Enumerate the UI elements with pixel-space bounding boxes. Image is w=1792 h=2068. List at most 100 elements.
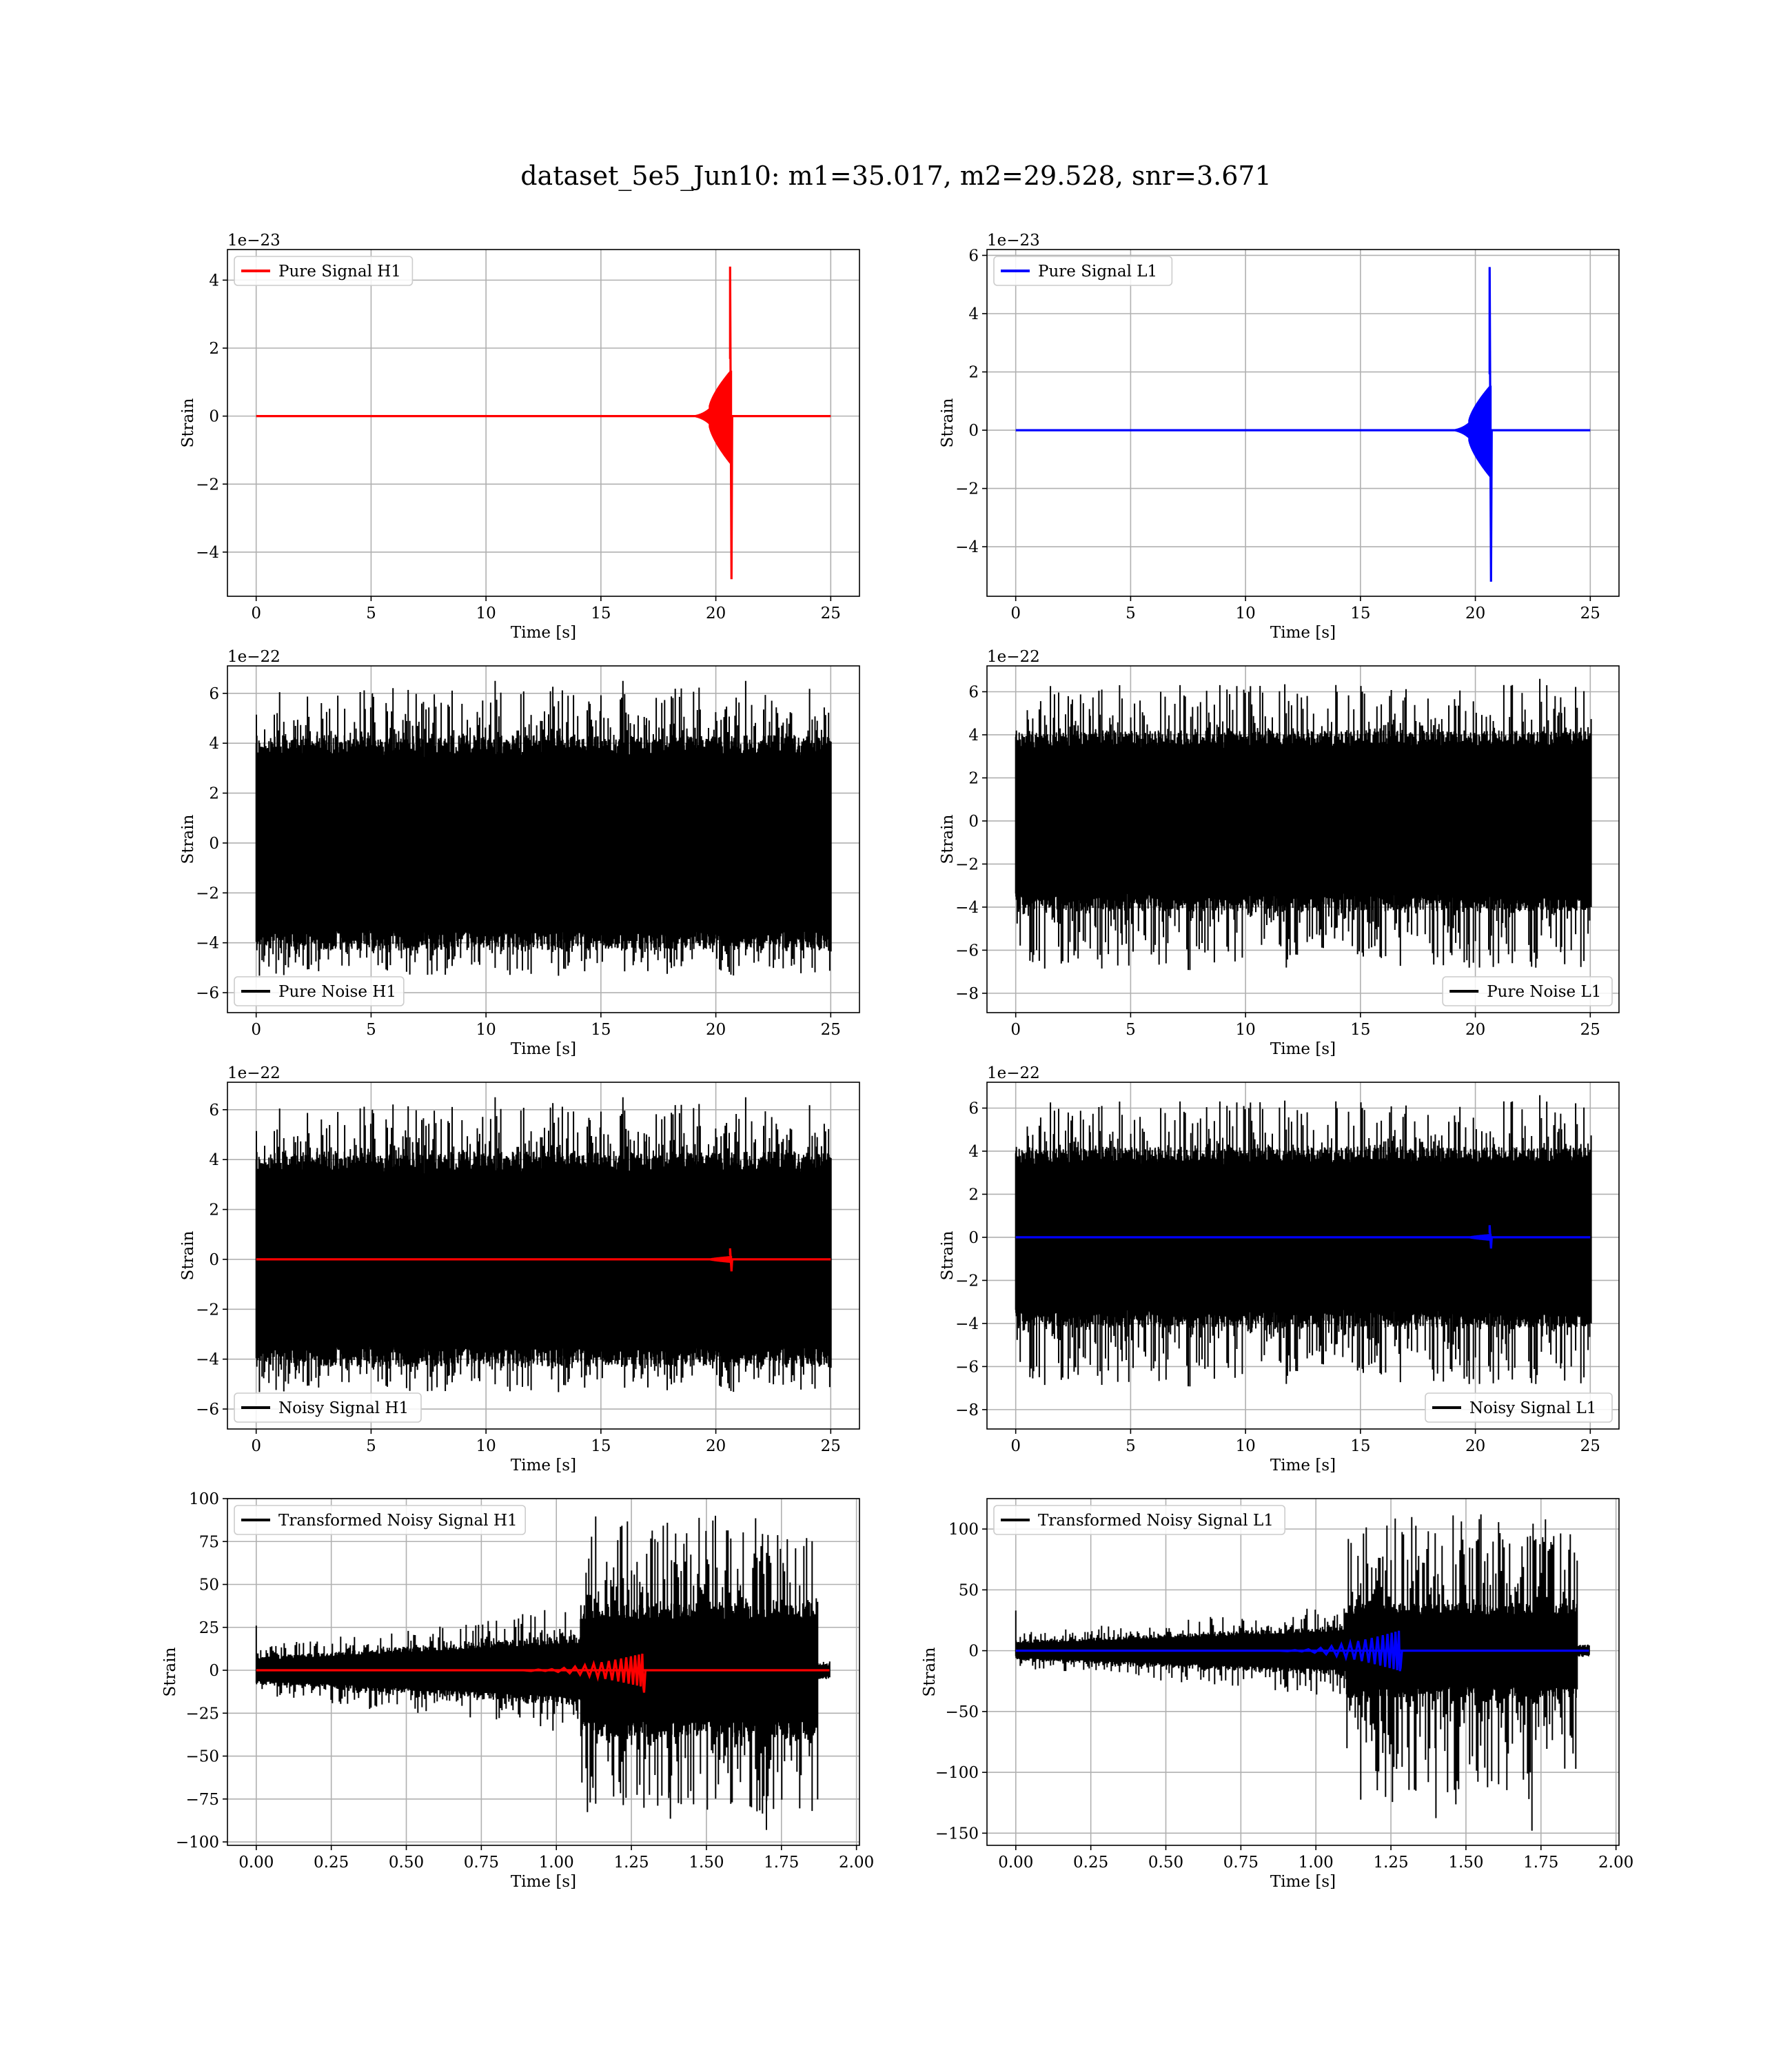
pure-noise-l1-series-0 — [1015, 678, 1592, 971]
pure-noise-h1-legend: Pure Noise H1 — [234, 976, 405, 1006]
noisy-signal-h1-panel: 0 5 10 15 20 25 −6 −4 −2 0 2 4 6 Time [s] Strain 1e−22 N… — [179, 1064, 860, 1474]
transformed-noisy-signal-l1-xtick-label-1: 0.25 — [1073, 1854, 1108, 1872]
pure-noise-h1-xtick-label-4: 20 — [706, 1021, 726, 1039]
pure-noise-l1-ytick-label-3: −2 — [955, 855, 979, 873]
noisy-signal-l1-ytick-label-5: 2 — [968, 1186, 979, 1204]
noisy-signal-h1-ytick-label-1: −4 — [196, 1351, 219, 1369]
pure-noise-l1-frame — [986, 665, 1620, 1013]
pure-noise-h1-legend-label: Pure Noise H1 — [278, 983, 396, 1001]
noisy-signal-h1-xlabel: Time [s] — [511, 1457, 576, 1474]
pure-noise-h1-xtick-label-1: 5 — [366, 1021, 376, 1039]
pure-signal-h1-frame — [227, 249, 860, 597]
pure-signal-h1-ytick-label-4: 4 — [209, 272, 219, 290]
transformed-noisy-signal-h1-panel: 0.00 0.25 0.50 0.75 1.00 1.25 1.50 1.75 2.00 −100… — [161, 1490, 874, 1891]
transformed-noisy-signal-h1-xtick-label-0: 0.00 — [238, 1854, 274, 1872]
noisy-signal-l1-xtick-label-2: 10 — [1235, 1437, 1255, 1455]
transformed-noisy-signal-h1-ylabel: Strain — [161, 1647, 179, 1696]
pure-signal-h1-series-0 — [256, 266, 831, 580]
noisy-signal-l1-xtick-label-5: 25 — [1580, 1437, 1600, 1455]
pure-noise-l1-ytick-label-7: 6 — [968, 683, 979, 701]
transformed-noisy-signal-h1-ytick-label-3: −25 — [185, 1705, 219, 1723]
pure-noise-h1-offset-text: 1e−22 — [227, 648, 281, 666]
pure-noise-l1-ytick-label-1: −6 — [955, 942, 979, 960]
pure-signal-h1-panel: 0 5 10 15 20 25 −4 −2 0 2 4 Time [s] Strain 1e−23 Pure… — [179, 232, 860, 642]
transformed-noisy-signal-l1-xtick-label-0: 0.00 — [998, 1854, 1033, 1872]
pure-noise-h1-ytick-label-2: −2 — [196, 884, 219, 902]
transformed-noisy-signal-l1-series-group — [1015, 1514, 1590, 1831]
transformed-noisy-signal-l1-ytick-label-2: −50 — [945, 1703, 979, 1721]
pure-noise-h1-frame — [227, 665, 860, 1013]
pure-signal-l1-panel: 0 5 10 15 20 25 −4 −2 0 2 4 6 Time [s] Strain 1e−23 Pur… — [939, 232, 1620, 642]
pure-noise-l1-legend-label: Pure Noise L1 — [1487, 983, 1601, 1001]
noisy-signal-h1-ytick-label-5: 4 — [209, 1151, 219, 1169]
transformed-noisy-signal-h1-xtick-label-8: 2.00 — [839, 1854, 874, 1872]
pure-signal-h1-ytick-label-1: −2 — [196, 476, 219, 494]
transformed-noisy-signal-l1-ytick-label-5: 100 — [948, 1521, 979, 1539]
pure-noise-h1-series-group — [255, 680, 832, 976]
transformed-noisy-signal-l1-xtick-label-2: 0.50 — [1148, 1854, 1183, 1872]
transformed-noisy-signal-l1-xlabel: Time [s] — [1270, 1873, 1336, 1891]
pure-noise-l1-ytick-label-2: −4 — [955, 899, 979, 917]
transformed-noisy-signal-h1-xtick-label-7: 1.75 — [764, 1854, 799, 1872]
pure-noise-l1-xtick-label-5: 25 — [1580, 1021, 1600, 1039]
noisy-signal-l1-series-1 — [1015, 1225, 1591, 1249]
transformed-noisy-signal-l1-xtick-label-4: 1.00 — [1299, 1854, 1334, 1872]
transformed-noisy-signal-l1-xtick-label-8: 2.00 — [1598, 1854, 1633, 1872]
transformed-noisy-signal-h1-legend-label: Transformed Noisy Signal H1 — [278, 1512, 518, 1530]
noisy-signal-l1-legend: Noisy Signal L1 — [1425, 1392, 1613, 1423]
transformed-noisy-signal-h1-xtick-label-3: 0.75 — [464, 1854, 499, 1872]
pure-signal-l1-xtick-label-3: 15 — [1350, 605, 1370, 622]
noisy-signal-h1-xtick-label-2: 10 — [476, 1437, 496, 1455]
pure-signal-l1-xtick-label-2: 10 — [1235, 605, 1255, 622]
noisy-signal-h1-offset-text: 1e−22 — [227, 1064, 281, 1082]
pure-noise-l1-legend: Pure Noise L1 — [1442, 976, 1613, 1006]
noisy-signal-h1-xtick-label-4: 20 — [706, 1437, 726, 1455]
pure-noise-l1-series-group — [1015, 678, 1592, 971]
pure-signal-l1-xtick-label-4: 20 — [1465, 605, 1485, 622]
noisy-signal-h1-ylabel: Strain — [179, 1230, 197, 1280]
transformed-noisy-signal-l1-series-1 — [1015, 1630, 1589, 1672]
transformed-noisy-signal-l1-frame — [986, 1498, 1620, 1846]
noisy-signal-l1-xtick-label-4: 20 — [1465, 1437, 1485, 1455]
noisy-signal-h1-series-group — [255, 1097, 832, 1392]
transformed-noisy-signal-h1-ytick-label-8: 100 — [189, 1490, 219, 1508]
transformed-noisy-signal-l1-ytick-label-0: −150 — [935, 1825, 979, 1843]
transformed-noisy-signal-l1-legend: Transformed Noisy Signal L1 — [993, 1505, 1286, 1535]
transformed-noisy-signal-h1-ytick-label-5: 25 — [199, 1619, 219, 1637]
noisy-signal-h1-ytick-label-4: 2 — [209, 1202, 219, 1219]
pure-noise-h1-panel: 0 5 10 15 20 25 −6 −4 −2 0 2 4 6 Time [s] Strain 1e−22 P… — [179, 648, 860, 1058]
noisy-signal-l1-legend-label: Noisy Signal L1 — [1469, 1399, 1596, 1417]
noisy-signal-h1-legend: Noisy Signal H1 — [234, 1392, 422, 1423]
pure-noise-l1-offset-text: 1e−22 — [987, 648, 1040, 666]
pure-noise-h1-ytick-label-4: 2 — [209, 785, 219, 803]
transformed-noisy-signal-l1-panel: 0.00 0.25 0.50 0.75 1.00 1.25 1.50 1.75 2.00 −150… — [921, 1498, 1633, 1891]
noisy-signal-h1-legend-label: Noisy Signal H1 — [278, 1399, 409, 1417]
noisy-signal-l1-xlabel: Time [s] — [1270, 1457, 1336, 1474]
transformed-noisy-signal-l1-xtick-label-5: 1.25 — [1373, 1854, 1408, 1872]
pure-signal-h1-xtick-label-0: 0 — [251, 605, 261, 622]
noisy-signal-h1-frame — [227, 1082, 860, 1430]
transformed-noisy-signal-h1-xtick-label-4: 1.00 — [539, 1854, 574, 1872]
noisy-signal-l1-xtick-label-1: 5 — [1126, 1437, 1136, 1455]
noisy-signal-h1-ytick-label-3: 0 — [209, 1251, 219, 1269]
pure-noise-l1-ytick-label-4: 0 — [968, 813, 979, 831]
transformed-noisy-signal-l1-xtick-label-3: 0.75 — [1223, 1854, 1259, 1872]
pure-signal-l1-ytick-label-5: 6 — [968, 247, 979, 265]
pure-noise-l1-ytick-label-6: 4 — [968, 727, 979, 744]
noisy-signal-h1-xtick-label-3: 15 — [591, 1437, 611, 1455]
pure-signal-l1-xlabel: Time [s] — [1270, 624, 1336, 642]
pure-signal-l1-ytick-label-2: 0 — [968, 422, 979, 440]
transformed-noisy-signal-l1-legend-label: Transformed Noisy Signal L1 — [1038, 1512, 1274, 1530]
pure-signal-h1-ytick-label-3: 2 — [209, 340, 219, 358]
pure-noise-h1-ytick-label-1: −4 — [196, 935, 219, 953]
transformed-noisy-signal-l1-ytick-label-1: −100 — [935, 1764, 979, 1782]
transformed-noisy-signal-h1-xtick-label-2: 0.50 — [389, 1854, 424, 1872]
pure-noise-h1-xtick-label-5: 25 — [821, 1021, 841, 1039]
transformed-noisy-signal-h1-series-group — [255, 1515, 831, 1830]
transformed-noisy-signal-l1-xtick-label-6: 1.50 — [1448, 1854, 1483, 1872]
transformed-noisy-signal-l1-ytick-label-4: 50 — [959, 1581, 979, 1599]
pure-signal-h1-series-group — [256, 266, 831, 580]
pure-noise-l1-ylabel: Strain — [939, 814, 957, 864]
pure-signal-l1-ytick-label-0: −4 — [955, 538, 979, 556]
